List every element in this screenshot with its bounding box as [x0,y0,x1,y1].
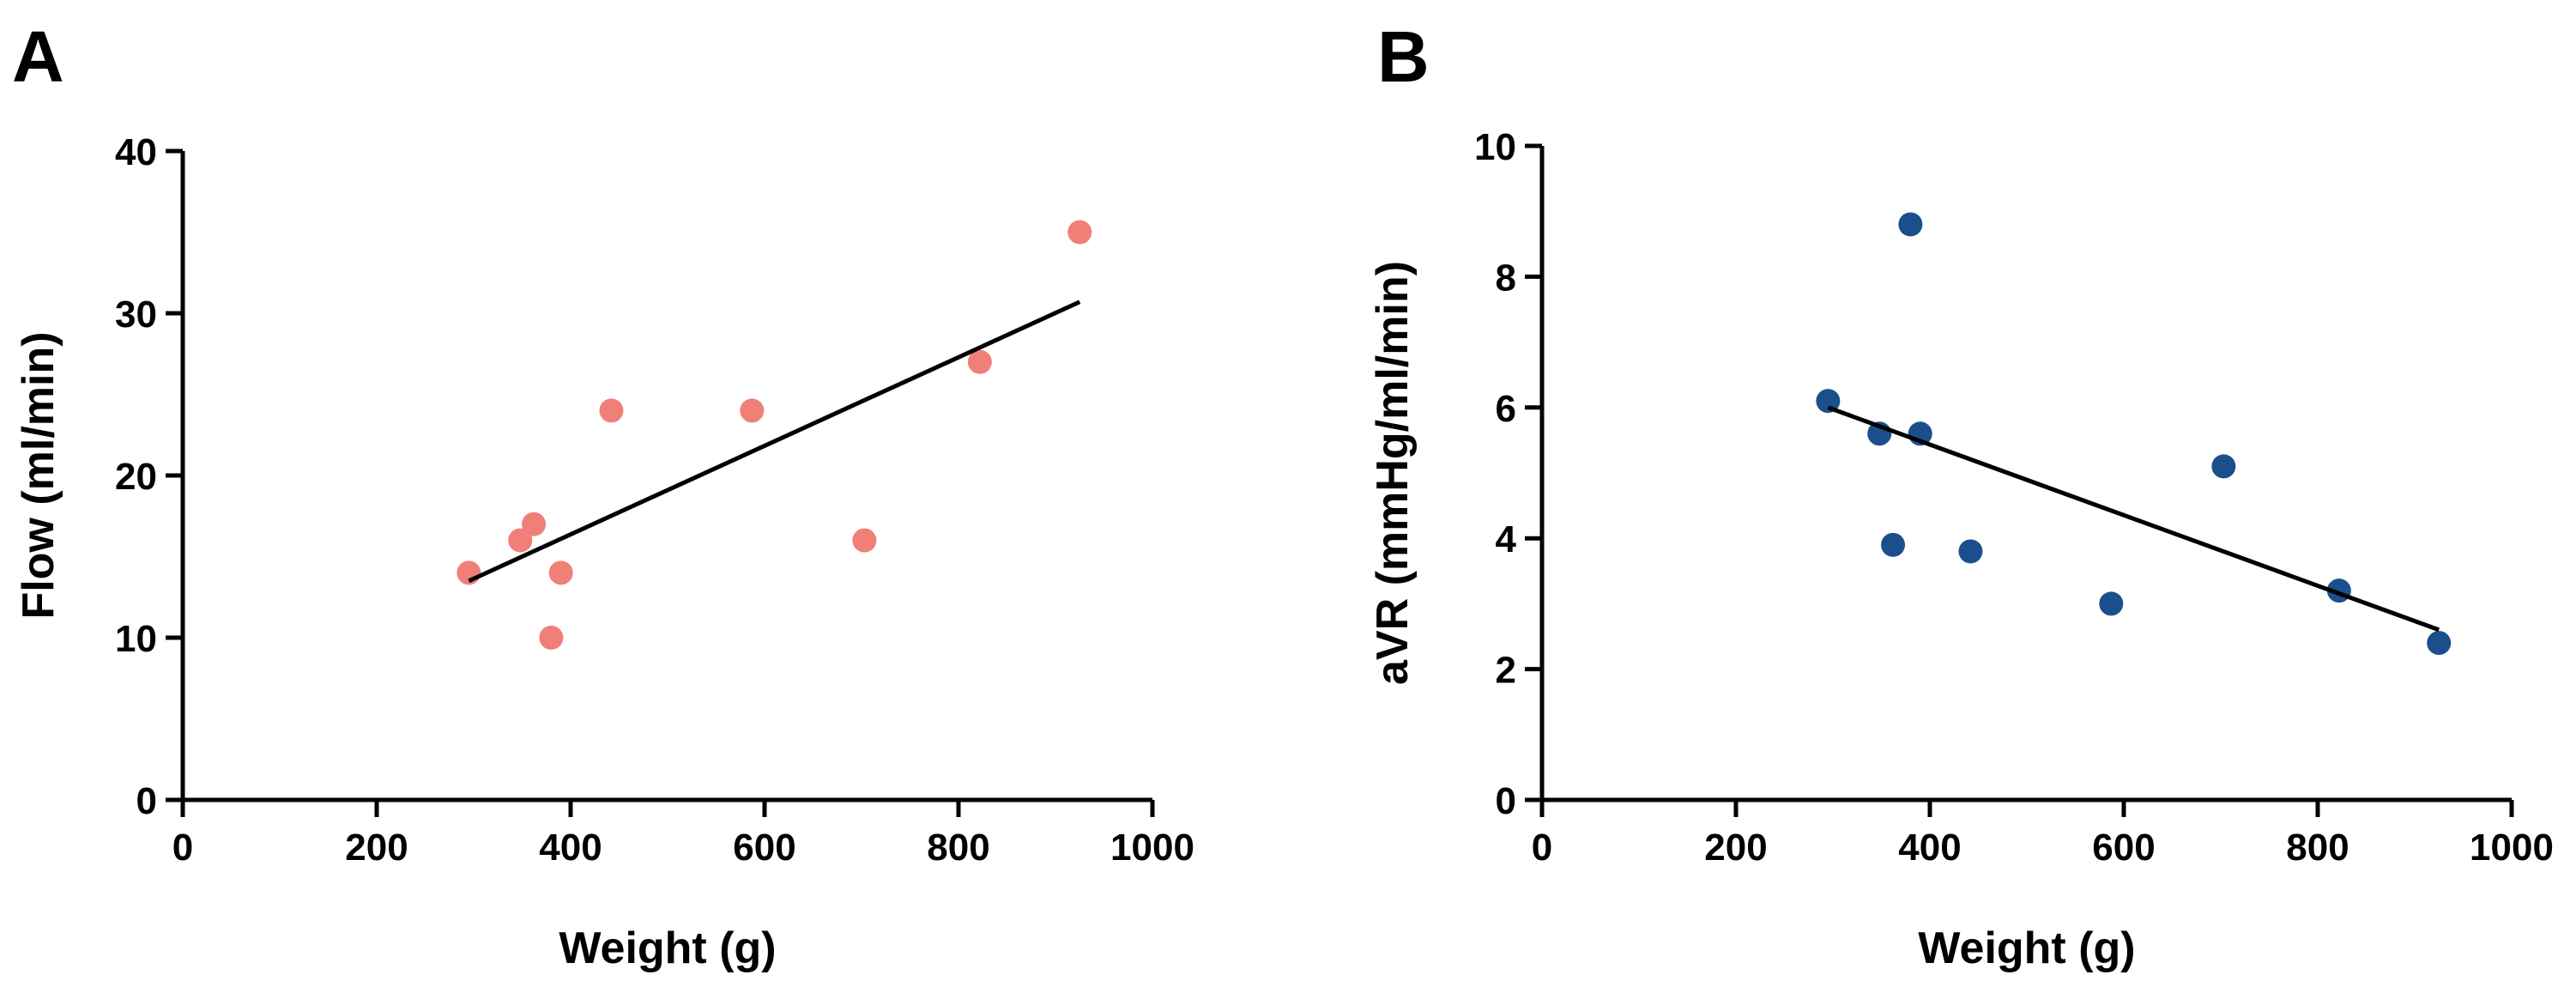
chart-1-data-point [1881,532,1906,557]
chart-1-data-point [1958,539,1983,564]
chart-0-data-point [522,512,547,536]
avr-vs-weight-chart: 0 2 4 6 8 10 0 200 400 600 800 1000 Weight (g) aVR (m… [1368,126,2554,973]
chart-0-data-point [539,626,564,650]
chart-1-y-tick-label: 0 [1496,780,1516,822]
chart-1-y-tick-label: 2 [1496,650,1516,692]
chart-0-regression-line [468,300,1081,584]
chart-0-data-point [740,398,765,423]
chart-0-y-tick-label: 20 [115,456,157,498]
panel-letter-b: B [1377,16,1430,97]
panel-letter-a: A [12,16,64,97]
chart-1-data-point [2211,454,2236,479]
chart-1-x-tick-label: 200 [1704,827,1767,869]
chart-1-y-tick-label: 10 [1474,126,1516,168]
chart-1-data-point [1816,389,1841,414]
chart-0-x-tick-label: 400 [539,827,602,869]
chart-1-x-tick-label: 1000 [2470,827,2554,869]
chart-0-data-point [852,528,877,553]
chart-0-y-tick-label: 0 [136,780,157,822]
chart-0-x-axis-title: Weight (g) [559,923,776,973]
chart-0-y-tick-label: 10 [115,618,157,660]
chart-1-data-point [2099,591,2124,616]
chart-1-data-point [1898,212,1923,237]
chart-0-x-tick-label: 1000 [1110,827,1194,869]
chart-0-x-tick-label: 0 [172,827,193,869]
chart-0-data-point [1067,220,1092,245]
chart-1-y-axis-title: aVR (mmHg/ml/min) [1368,261,1418,685]
chart-1-y-tick-label: 8 [1496,257,1516,299]
chart-0-data-point [548,560,573,585]
chart-1-x-tick-label: 400 [1898,827,1961,869]
chart-0-data-point [457,560,481,585]
chart-0-y-tick-label: 40 [115,131,157,173]
chart-0-y-axis-title: Flow (ml/min) [14,331,63,619]
chart-0-data-point [599,398,624,423]
chart-1-y-tick-label: 6 [1496,388,1516,430]
chart-1-data-point [2427,631,2452,656]
chart-0-x-tick-label: 200 [345,827,408,869]
chart-1-x-tick-label: 600 [2092,827,2155,869]
chart-0-data-point [508,528,533,553]
chart-1-x-tick-label: 800 [2286,827,2349,869]
chart-0-data-point [967,349,992,374]
chart-0-y-tick-label: 30 [115,294,157,336]
chart-1-y-tick-label: 4 [1496,518,1517,560]
chart-0-x-tick-label: 600 [733,827,795,869]
chart-1-x-axis-title: Weight (g) [1918,923,2135,973]
chart-1-x-tick-label: 0 [1532,827,1552,869]
chart-0-x-tick-label: 800 [927,827,989,869]
chart-1-regression-line [1827,405,2440,633]
